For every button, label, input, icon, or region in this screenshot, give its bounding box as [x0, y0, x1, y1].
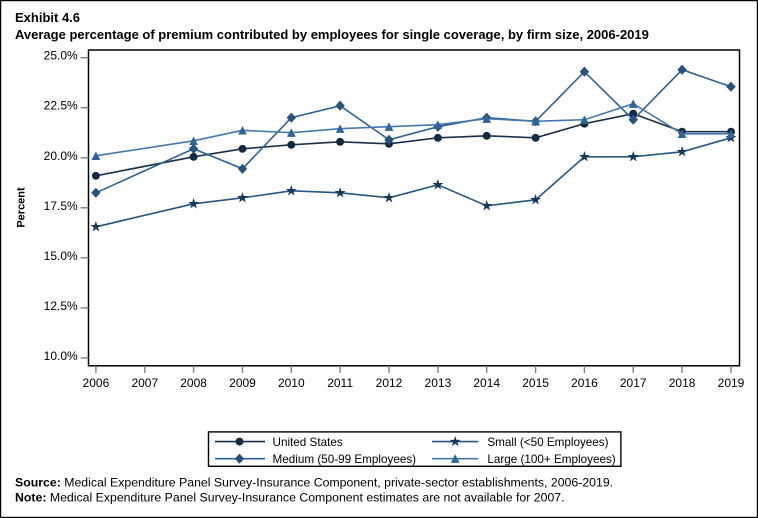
svg-text:20.0%: 20.0%: [44, 149, 78, 163]
svg-text:22.5%: 22.5%: [44, 99, 78, 113]
svg-text:2015: 2015: [522, 376, 549, 390]
svg-text:2013: 2013: [425, 376, 452, 390]
svg-text:10.0%: 10.0%: [44, 349, 78, 363]
svg-text:2012: 2012: [376, 376, 403, 390]
svg-text:Medium (50-99 Employees): Medium (50-99 Employees): [273, 453, 417, 466]
svg-text:Exhibit 4.6: Exhibit 4.6: [15, 10, 80, 25]
svg-text:17.5%: 17.5%: [44, 199, 78, 213]
svg-text:2009: 2009: [229, 376, 256, 390]
svg-text:2011: 2011: [327, 376, 353, 390]
svg-text:2007: 2007: [131, 376, 158, 390]
svg-text:Note: Medical Expenditure Pane: Note: Medical Expenditure Panel Survey-I…: [15, 491, 565, 505]
svg-text:2017: 2017: [620, 376, 647, 390]
svg-text:2008: 2008: [180, 376, 207, 390]
svg-text:Percent: Percent: [16, 187, 28, 228]
svg-text:Source: Medical Expenditure Pa: Source: Medical Expenditure Panel Survey…: [15, 476, 613, 490]
svg-text:2016: 2016: [571, 376, 598, 390]
svg-text:25.0%: 25.0%: [44, 49, 78, 63]
svg-text:2006: 2006: [83, 376, 110, 390]
svg-text:2019: 2019: [718, 376, 745, 390]
svg-text:12.5%: 12.5%: [44, 299, 78, 313]
svg-text:15.0%: 15.0%: [44, 249, 78, 263]
svg-text:Average percentage of premium: Average percentage of premium contribute…: [15, 27, 649, 42]
svg-text:2010: 2010: [278, 376, 305, 390]
svg-text:2018: 2018: [669, 376, 696, 390]
svg-text:Large (100+ Employees): Large (100+ Employees): [487, 453, 615, 466]
svg-text:2014: 2014: [473, 376, 500, 390]
svg-text:Small (<50 Employees): Small (<50 Employees): [487, 436, 608, 449]
svg-text:United States: United States: [273, 436, 343, 449]
